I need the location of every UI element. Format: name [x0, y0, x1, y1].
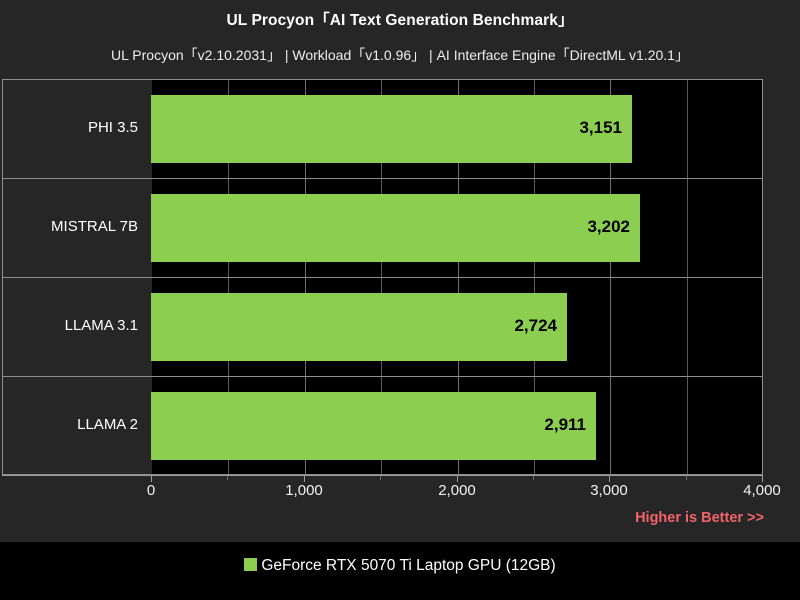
bar-value-label: 2,724	[514, 316, 557, 335]
bar-value-label: 2,911	[544, 415, 586, 434]
x-tick-label: 2,000	[438, 482, 476, 499]
bar-value-label: 3,202	[587, 217, 630, 236]
higher-is-better-note: Higher is Better >>	[635, 510, 764, 526]
x-tick-label: 1,000	[285, 482, 323, 499]
bar	[151, 293, 567, 361]
row-separator	[2, 277, 763, 278]
category-label: LLAMA 3.1	[64, 317, 138, 334]
legend: GeForce RTX 5070 Ti Laptop GPU (12GB)	[0, 542, 800, 600]
x-tick-4000	[762, 476, 763, 482]
bar-value-label: 3,151	[579, 118, 622, 137]
x-tick-0	[151, 476, 152, 482]
x-tick-500	[227, 476, 228, 480]
x-tick-2500	[533, 476, 534, 480]
row-separator	[2, 178, 763, 179]
row-separator	[2, 376, 763, 377]
x-tick-1000	[304, 476, 305, 482]
x-tick-3500	[686, 476, 687, 480]
bar	[151, 95, 632, 163]
chart-subtitle: UL Procyon「v2.10.2031」 | Workload「v1.0.9…	[111, 47, 689, 63]
legend-swatch-icon	[244, 558, 258, 571]
chart-title: UL Procyon「AI Text Generation Benchmark」	[226, 12, 574, 29]
x-tick-label: 0	[146, 482, 156, 499]
category-label: MISTRAL 7B	[51, 218, 138, 235]
x-tick-label: 4,000	[743, 482, 781, 499]
bar	[151, 194, 640, 262]
category-label: PHI 3.5	[87, 119, 138, 136]
x-tick-3000	[609, 476, 610, 482]
legend-label: GeForce RTX 5070 Ti Laptop GPU (12GB)	[261, 557, 556, 574]
x-tick-label: 3,000	[590, 482, 628, 499]
bar	[151, 392, 596, 460]
x-tick-2000	[457, 476, 458, 482]
x-tick-1500	[380, 476, 381, 480]
x-axis-line	[2, 475, 763, 476]
category-label: LLAMA 2	[77, 416, 138, 433]
